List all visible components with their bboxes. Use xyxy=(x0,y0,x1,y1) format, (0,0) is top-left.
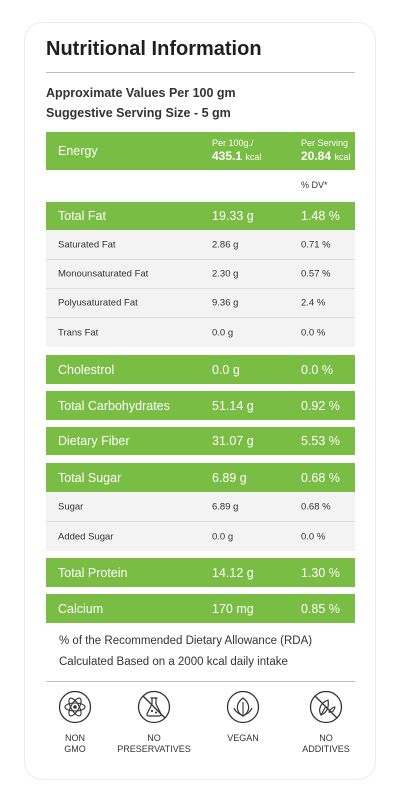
table-row: Trans Fat 0.0 g 0.0 % xyxy=(46,317,355,347)
nutrient-per-100g: 2.86 g xyxy=(212,239,239,250)
table-row: Monounsaturated Fat 2.30 g 0.57 % xyxy=(46,259,355,288)
nutrient-per-100g: 170 mg xyxy=(212,601,254,616)
nutrient-name: Added Sugar xyxy=(58,531,114,542)
nutrient-name: Sugar xyxy=(58,501,84,512)
flask-icon xyxy=(137,690,171,724)
nutrient-name: Dietary Fiber xyxy=(58,434,130,448)
nutrient-dv: 5.53 % xyxy=(301,434,340,448)
nutrient-dv: 2.4 % xyxy=(301,297,326,309)
table-row: Total Carbohydrates 51.14 g 0.92 % xyxy=(46,391,355,420)
nutrient-per-100g: 0.0 g xyxy=(212,327,234,338)
dv-label: % DV* xyxy=(301,180,328,190)
table-row: Saturated Fat 2.86 g 0.71 % xyxy=(46,230,355,259)
nutrient-name: Cholestrol xyxy=(58,362,115,377)
approximate-values-text: Approximate Values Per 100 gm xyxy=(46,86,236,100)
nutrient-name: Total Fat xyxy=(58,209,106,223)
table-row: Sugar 6.89 g 0.68 % xyxy=(46,492,355,521)
nutrient-dv: 0.85 % xyxy=(301,601,340,616)
nutrient-dv: 0.68 % xyxy=(301,501,331,512)
nutrient-per-100g: 31.07 g xyxy=(212,434,254,448)
table-row: Added Sugar 0.0 g 0.0 % xyxy=(46,521,355,551)
table-row: Total Protein 14.12 g 1.30 % xyxy=(46,558,355,587)
nutrient-dv: 1.30 % xyxy=(301,565,340,580)
energy-header-row: Energy Per 100g./ 435.1 kcal Per Serving… xyxy=(46,132,355,170)
badge-non-gmo: NON GMO xyxy=(35,690,115,755)
nutrient-per-100g: 9.36 g xyxy=(212,297,239,309)
nutrient-name: Total Sugar xyxy=(58,470,122,485)
nutrient-per-100g: 0.0 g xyxy=(212,362,240,377)
nutrient-dv: 0.0 % xyxy=(301,362,333,377)
per-serving-caption: Per Serving xyxy=(301,138,349,148)
nutrient-name: Monounsaturated Fat xyxy=(58,268,149,280)
nutrient-dv: 0.0 % xyxy=(301,327,326,338)
table-row: Total Sugar 6.89 g 0.68 % xyxy=(46,463,355,492)
table-row: Dietary Fiber 31.07 g 5.53 % xyxy=(46,427,355,455)
nutrient-dv: 0.57 % xyxy=(301,268,331,280)
nutrient-per-100g: 51.14 g xyxy=(212,398,254,413)
product-badges: NON GMO NO PRESERVATIVES VEGAN NO xyxy=(46,690,355,770)
nutrient-dv: 0.0 % xyxy=(301,531,326,542)
rda-note: % of the Recommended Dietary Allowance (… xyxy=(59,635,313,647)
nutrient-name: Polyusaturated Fat xyxy=(58,297,138,309)
badge-no-additives: NO ADDITIVES xyxy=(286,690,366,755)
per-100g-caption: Per 100g./ xyxy=(212,138,254,148)
serving-size-text: Suggestive Serving Size - 5 gm xyxy=(46,106,231,120)
page-title: Nutritional Information xyxy=(46,38,262,60)
badge-label: VEGAN xyxy=(227,733,259,743)
per-100g-energy-unit: kcal xyxy=(245,152,262,162)
badge-label: NO ADDITIVES xyxy=(302,733,350,754)
nutrient-dv: 1.48 % xyxy=(301,209,340,223)
table-row: Cholestrol 0.0 g 0.0 % xyxy=(46,355,355,384)
per-serving-header: Per Serving 20.84 kcal xyxy=(301,138,350,164)
per-serving-energy-unit: kcal xyxy=(334,152,351,162)
nutrition-table: Energy Per 100g./ 435.1 kcal Per Serving… xyxy=(46,132,355,623)
nutrient-per-100g: 6.89 g xyxy=(212,501,239,512)
nutrient-name: Trans Fat xyxy=(58,327,99,338)
badge-vegan: VEGAN xyxy=(203,690,283,744)
nutrient-name: Total Protein xyxy=(58,565,128,580)
nutrient-name: Total Carbohydrates xyxy=(58,398,170,413)
nutrient-name: Calcium xyxy=(58,601,104,616)
nutrient-per-100g: 14.12 g xyxy=(212,565,254,580)
footer-divider xyxy=(46,681,355,682)
table-row: Total Fat 19.33 g 1.48 % xyxy=(46,202,355,230)
nutrient-dv: 0.71 % xyxy=(301,239,331,250)
nutrient-dv: 0.92 % xyxy=(301,398,340,413)
calorie-basis-note: Calculated Based on a 2000 kcal daily in… xyxy=(59,656,288,668)
nutrient-per-100g: 2.30 g xyxy=(212,268,239,280)
badge-label: NON GMO xyxy=(64,733,86,754)
nutrient-name: Saturated Fat xyxy=(58,239,116,250)
table-row: Polyusaturated Fat 9.36 g 2.4 % xyxy=(46,288,355,317)
dv-label-row: % DV* xyxy=(46,172,355,198)
leaf-icon xyxy=(226,690,260,724)
per-serving-energy-value: 20.84 xyxy=(301,149,332,163)
nutrient-dv: 0.68 % xyxy=(301,470,340,485)
per-100g-energy-value: 435.1 xyxy=(212,149,243,163)
per-100g-header: Per 100g./ 435.1 kcal xyxy=(212,138,261,164)
no-additives-icon xyxy=(309,690,343,724)
table-row: Calcium 170 mg 0.85 % xyxy=(46,594,355,623)
badge-no-preservatives: NO PRESERVATIVES xyxy=(114,690,194,755)
energy-label: Energy xyxy=(58,144,98,158)
atom-icon xyxy=(58,690,92,724)
badge-label: NO PRESERVATIVES xyxy=(117,733,191,754)
nutrient-per-100g: 6.89 g xyxy=(212,470,247,485)
nutrient-per-100g: 19.33 g xyxy=(212,209,254,223)
nutrient-per-100g: 0.0 g xyxy=(212,531,234,542)
title-divider xyxy=(46,72,355,73)
